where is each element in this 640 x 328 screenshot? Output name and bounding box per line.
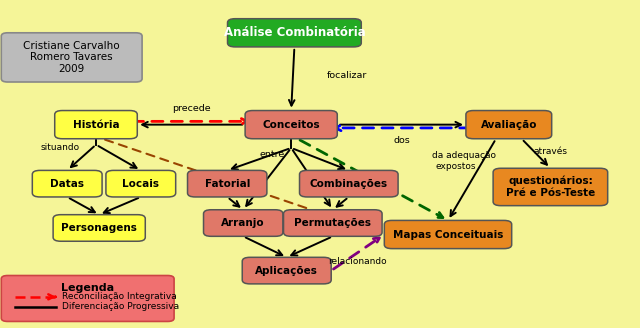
FancyBboxPatch shape <box>106 171 175 197</box>
Text: precede: precede <box>172 104 211 113</box>
Text: Legenda: Legenda <box>61 283 115 293</box>
FancyBboxPatch shape <box>1 276 174 321</box>
FancyBboxPatch shape <box>55 111 138 139</box>
Text: Diferenciação Progressiva: Diferenciação Progressiva <box>62 302 179 311</box>
Text: Datas: Datas <box>50 179 84 189</box>
FancyBboxPatch shape <box>493 168 608 206</box>
Text: Análise Combinatória: Análise Combinatória <box>223 26 365 39</box>
Text: situando: situando <box>41 143 80 153</box>
FancyBboxPatch shape <box>228 19 361 47</box>
FancyBboxPatch shape <box>284 210 382 236</box>
Text: da adequação: da adequação <box>432 151 496 160</box>
FancyBboxPatch shape <box>466 111 552 139</box>
Text: Conceitos: Conceitos <box>262 120 320 130</box>
Text: Cristiane Carvalho
Romero Tavares
2009: Cristiane Carvalho Romero Tavares 2009 <box>24 41 120 74</box>
Text: Aplicações: Aplicações <box>255 266 318 276</box>
Text: expostos: expostos <box>435 162 476 171</box>
Text: Reconciliação Integrativa: Reconciliação Integrativa <box>62 292 177 301</box>
Text: dos: dos <box>393 136 410 145</box>
Text: questionários:
Pré e Pós-Teste: questionários: Pré e Pós-Teste <box>506 176 595 198</box>
Text: entre: entre <box>260 150 285 159</box>
FancyBboxPatch shape <box>384 220 512 249</box>
Text: focalizar: focalizar <box>326 71 367 80</box>
Text: Locais: Locais <box>122 179 159 189</box>
Text: Avaliação: Avaliação <box>481 120 537 130</box>
FancyBboxPatch shape <box>204 210 283 236</box>
Text: Permutações: Permutações <box>294 218 371 228</box>
FancyBboxPatch shape <box>53 215 145 241</box>
Text: Personagens: Personagens <box>61 223 137 233</box>
Text: Arranjo: Arranjo <box>221 218 265 228</box>
Text: Combinações: Combinações <box>310 179 388 189</box>
Text: História: História <box>73 120 119 130</box>
FancyBboxPatch shape <box>243 257 332 284</box>
Text: Mapas Conceituais: Mapas Conceituais <box>393 230 503 239</box>
FancyBboxPatch shape <box>188 171 267 197</box>
Text: Fatorial: Fatorial <box>205 179 250 189</box>
Text: relacionando: relacionando <box>328 257 387 266</box>
FancyBboxPatch shape <box>32 171 102 197</box>
FancyBboxPatch shape <box>245 111 337 139</box>
FancyBboxPatch shape <box>300 171 398 197</box>
FancyBboxPatch shape <box>1 33 142 82</box>
Text: através: através <box>533 147 568 156</box>
